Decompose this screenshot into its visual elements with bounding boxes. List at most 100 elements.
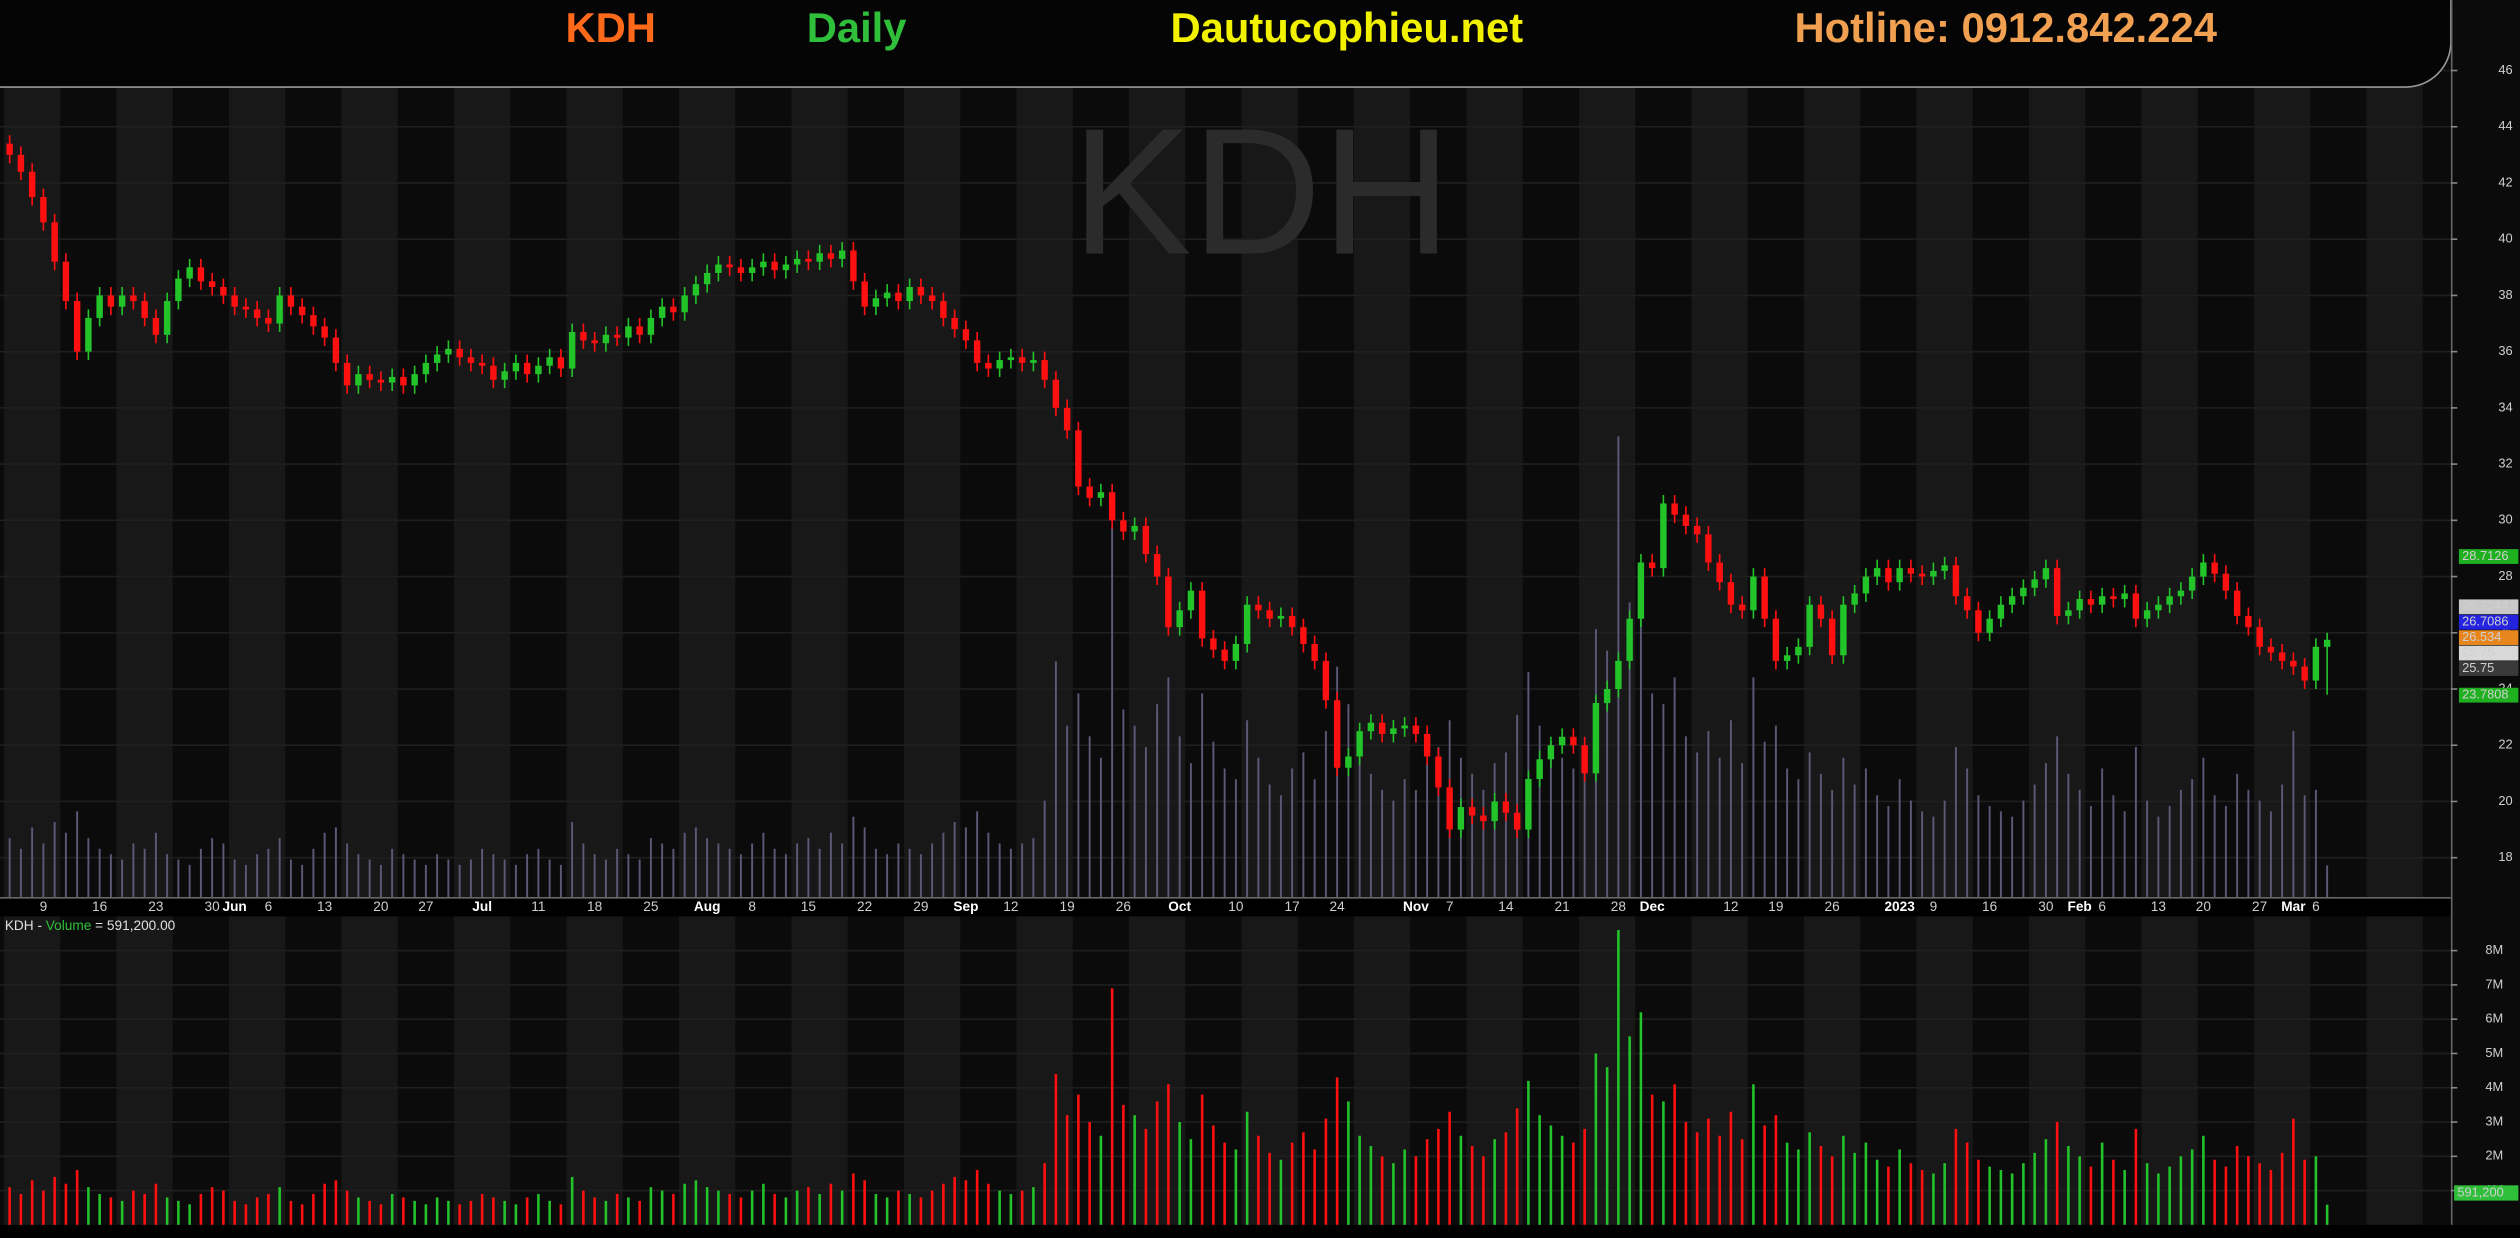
volume-overlay-bar [1291,768,1294,898]
x-tick-label: Dec [1640,899,1665,914]
candle-body [73,301,81,352]
candle-body [760,261,767,268]
y-tick-label: 42 [2498,174,2512,189]
candle-body [771,261,778,271]
candle-body [1311,644,1318,661]
volume-bar [1695,1132,1699,1225]
price-marker-label: 26.7086 [2462,614,2508,629]
candle-body [1547,745,1555,760]
volume-bar [627,1197,630,1225]
candle-body [1750,576,1757,611]
volume-overlay-bar [2123,811,2126,898]
volume-overlay-bar [1999,811,2002,898]
volume-overlay-bar [717,843,720,898]
volume-overlay-bar [391,848,394,898]
symbol: KDH [565,4,656,51]
volume-overlay-bar [1032,838,1035,898]
candle-body [355,374,362,386]
volume-overlay-bar [841,843,844,898]
volume-overlay-bar [1009,848,1012,898]
volume-bar [1977,1159,1980,1225]
volume-overlay-bar [829,832,832,898]
volume-overlay-bar [1696,752,1699,898]
candle-body [816,253,823,262]
volume-overlay-bar [559,864,562,898]
volume-overlay-bar [1313,779,1316,898]
volume-overlay-bar [244,864,247,898]
x-axis: 9 16 23 30 Jun 6 13 20 27 Jul 11 18 25 Aug 8 15 22 29 Sep 1… [40,899,2320,914]
volume-bar [53,1176,56,1225]
candle-body [2256,627,2263,647]
candle-body [1232,644,1240,661]
volume-bar [829,1183,833,1225]
x-tick-label: 16 [92,899,107,914]
candle-body [366,374,373,380]
volume-bar [1077,1094,1080,1225]
volume-overlay-bar [1572,768,1575,898]
volume-overlay-bar [683,832,686,898]
candle-body [152,317,160,335]
candle-body [1142,525,1150,555]
band [116,0,173,1225]
volume-overlay-bar [64,832,67,898]
volume-overlay-bar [188,864,191,898]
candle-body [107,295,115,307]
y-tick-label: 44 [2498,118,2512,133]
candle-body [1806,604,1813,647]
volume-overlay-bar [649,838,652,898]
volume-bar [1448,1111,1451,1225]
candle-body [96,295,103,318]
volume-overlay-bar [1302,752,1305,898]
x-tick-label: 17 [1285,899,1300,914]
volume-overlay-bar [31,827,34,898]
volume-bar [1020,1190,1024,1225]
volume-overlay-bar [2236,773,2239,898]
y-tick-label: 22 [2498,737,2512,752]
volume-overlay-bar [1729,720,1732,898]
candle-body [1097,492,1105,498]
volume-bar [1830,1156,1834,1225]
band [2366,0,2423,1225]
volume-bar [1617,930,1620,1225]
volume-bar [1583,1128,1586,1225]
price-marker-label: 26.9244 [2462,598,2508,613]
volume-bar [1628,1036,1631,1225]
volume-bar [874,1194,878,1225]
volume-bar [75,1170,79,1225]
volume-bar [1099,1135,1103,1225]
band [1016,0,1073,1225]
candle-body [1671,503,1678,515]
candle-body [1828,618,1836,656]
volume-overlay-bar [1538,725,1541,898]
volume-bar [2010,1173,2014,1225]
volume-overlay-bar [1741,763,1744,898]
volume-overlay-bar [593,854,596,898]
candle-body [1660,503,1667,569]
volume-overlay-bar [1066,725,1069,898]
volume-bar [964,1180,968,1225]
volume-overlay-bar [143,848,146,898]
volume-bar [1245,1111,1249,1225]
volume-bar [1729,1111,1733,1225]
candle-body [2031,579,2038,588]
volume-bar [649,1187,653,1225]
volume-bar [165,1197,169,1225]
volume-overlay-bar [447,859,450,898]
candle-body [40,197,47,223]
candle-body [1570,736,1577,746]
volume-bar [255,1197,259,1225]
volume-overlay-bar [19,848,22,898]
volume-overlay-bar [211,838,214,898]
volume-overlay-bar [1797,779,1800,898]
volume-overlay-bar [1201,693,1204,898]
candle-body [2132,593,2140,619]
candle-body [1705,534,1712,563]
candle-body [2290,660,2297,667]
volume-bar [694,1180,698,1225]
candle-body [996,360,1003,369]
volume-bar [2123,1170,2126,1225]
y-tick-label: 4M [2485,1079,2503,1094]
volume-bar [2055,1122,2059,1225]
volume-overlay-bar [346,843,349,898]
candle-body [1120,520,1127,532]
